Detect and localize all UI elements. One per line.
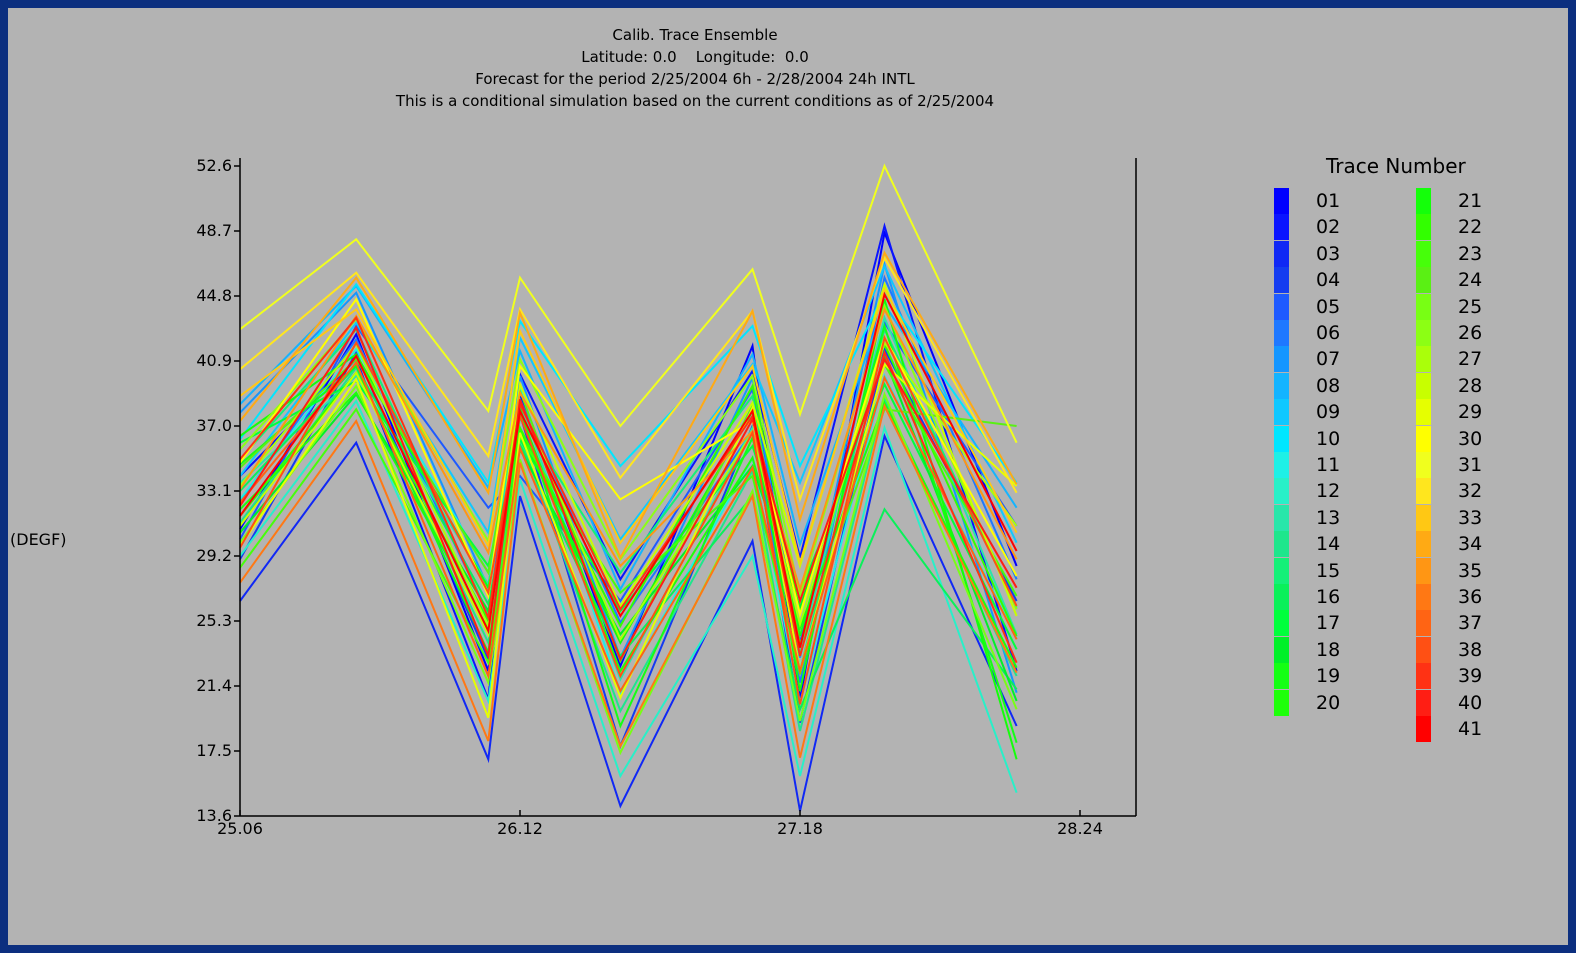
series-line-34 xyxy=(239,250,1018,561)
y-tick-label: 33.1 xyxy=(196,481,232,500)
series-line-31 xyxy=(239,163,1018,444)
series-line-03 xyxy=(239,432,1018,812)
y-tick-label: 44.8 xyxy=(196,286,232,305)
series-line-12 xyxy=(239,399,1018,794)
series-line-32 xyxy=(239,255,1018,503)
series-line-40 xyxy=(239,325,1018,662)
series-line-08 xyxy=(239,284,1018,592)
series-line-33 xyxy=(239,286,1018,567)
series-line-09 xyxy=(239,263,1018,544)
y-tick-label: 13.6 xyxy=(196,806,232,825)
chart-subtitle-note: This is a conditional simulation based o… xyxy=(395,92,995,110)
series-line-25 xyxy=(239,384,1018,756)
chart-subtitle-period: Forecast for the period 2/25/2004 6h - 2… xyxy=(475,70,915,88)
chart-titles: Calib. Trace Ensemble Latitude: 0.0 Long… xyxy=(350,24,1040,112)
series-line-36 xyxy=(239,403,1018,758)
y-axis-label: (DEGF) xyxy=(10,530,67,549)
series-line-37 xyxy=(239,360,1018,694)
series-line-41 xyxy=(239,291,1018,648)
series-line-29 xyxy=(239,362,1018,719)
series-line-35 xyxy=(239,306,1018,593)
series-line-24 xyxy=(239,357,1017,664)
series-line-30 xyxy=(239,297,1018,619)
axis-layer: 13.6 17.5 21.4 25.3 29.2 33.1 37.0 40.9 44.8 48.7… xyxy=(196,156,1137,838)
chart-subtitle-location: Latitude: 0.0 Longitude: 0.0 xyxy=(581,48,809,66)
chart-panel: Calib. Trace Ensemble Latitude: 0.0 Long… xyxy=(8,8,1568,945)
x-tick-label: 28.24 xyxy=(1057,819,1103,838)
y-tick-label: 48.7 xyxy=(196,221,232,240)
series-line-39 xyxy=(239,315,1018,664)
y-tick-label: 25.3 xyxy=(196,611,232,630)
y-tick-label: 17.5 xyxy=(196,741,232,760)
series-line-10 xyxy=(239,282,1018,486)
series-layer xyxy=(239,163,1018,812)
chart-title: Calib. Trace Ensemble xyxy=(612,26,778,44)
y-tick-label: 37.0 xyxy=(196,416,232,435)
y-tick-label: 52.6 xyxy=(196,156,232,175)
x-tick-label: 25.06 xyxy=(217,819,263,838)
x-tick-label: 26.12 xyxy=(497,819,543,838)
y-tick-label: 29.2 xyxy=(196,546,232,565)
line-chart: 13.6 17.5 21.4 25.3 29.2 33.1 37.0 40.9 44.8 48.7… xyxy=(196,156,1137,838)
series-line-38 xyxy=(239,334,1018,705)
y-tick-label: 21.4 xyxy=(196,676,232,695)
y-tick-label: 40.9 xyxy=(196,351,232,370)
x-tick-label: 27.18 xyxy=(777,819,823,838)
legend-title: Trace Number xyxy=(1326,154,1466,178)
